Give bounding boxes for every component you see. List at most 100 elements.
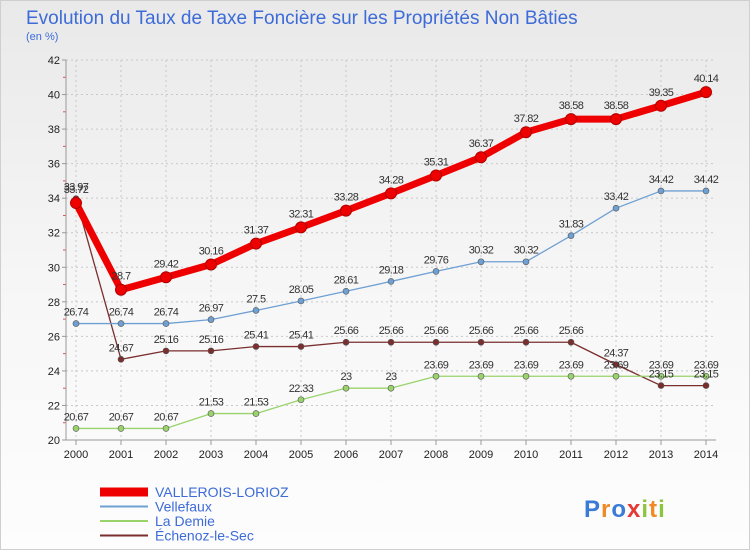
data-point — [432, 268, 440, 275]
data-point — [567, 232, 575, 239]
data-point — [522, 258, 530, 266]
data-label: 25.66 — [514, 325, 539, 337]
data-label: 27.5 — [246, 293, 265, 305]
data-point — [117, 320, 125, 327]
data-point — [657, 382, 665, 389]
data-point — [70, 197, 82, 210]
data-label: 23 — [340, 371, 352, 383]
data-label: 30.32 — [514, 245, 539, 257]
data-point — [700, 86, 712, 99]
data-point — [297, 343, 305, 350]
data-label: 30.16 — [199, 246, 224, 258]
data-labels: 26.74 26.74 26.74 26.97 27.5 28.05 28.61 29.18 2… — [64, 73, 720, 423]
x-tick-label: 2013 — [649, 449, 673, 461]
data-label: 28.05 — [289, 284, 314, 296]
grid — [66, 59, 716, 441]
data-point — [297, 297, 305, 305]
legend-label: La Demie — [155, 513, 215, 529]
data-point — [115, 283, 127, 296]
y-tick-label: 24 — [48, 366, 60, 378]
data-point — [342, 338, 350, 346]
logo-letter: t — [649, 496, 658, 523]
x-tick-label: 2004 — [244, 449, 268, 461]
data-label: 21.53 — [199, 397, 224, 409]
data-label: 26.74 — [154, 307, 179, 319]
data-label: 25.41 — [244, 330, 269, 342]
data-label: 20.67 — [64, 411, 89, 423]
legend-label: Échenoz-le-Sec — [155, 528, 254, 544]
data-label: 22.33 — [289, 383, 314, 395]
chart-title: Evolution du Taux de Taxe Foncière sur l… — [26, 8, 578, 29]
data-point — [387, 278, 395, 285]
data-label: 23.69 — [604, 359, 629, 371]
data-label: 35.31 — [424, 157, 449, 169]
x-tick-label: 2012 — [604, 449, 628, 461]
data-label: 25.66 — [469, 325, 494, 337]
y-tick-label: 42 — [48, 55, 60, 67]
x-tick-label: 2010 — [514, 449, 538, 461]
legend-label: VALLEROIS-LORIOZ — [155, 484, 289, 500]
data-label: 34.42 — [649, 174, 674, 186]
data-point — [162, 347, 170, 355]
data-label: 33.97 — [64, 182, 89, 194]
data-point — [477, 258, 485, 266]
data-label: 25.16 — [199, 334, 224, 346]
data-label: 23.15 — [694, 369, 719, 381]
data-label: 25.16 — [154, 334, 179, 346]
data-point — [475, 151, 487, 164]
data-label: 25.41 — [289, 330, 314, 342]
data-point — [117, 425, 125, 432]
y-tick-label: 38 — [48, 124, 60, 136]
data-point — [252, 410, 260, 417]
chart-subtitle: (en %) — [26, 31, 58, 43]
data-label: 23.15 — [649, 369, 674, 381]
data-label: 31.83 — [559, 219, 584, 231]
data-point — [342, 287, 350, 295]
data-point — [72, 320, 80, 327]
data-label: 25.66 — [334, 325, 359, 337]
logo-letter: o — [611, 496, 627, 523]
data-label: 28.7 — [111, 271, 130, 283]
data-point — [612, 361, 620, 368]
data-label: 24.67 — [109, 342, 134, 354]
data-label: 23.69 — [514, 359, 539, 371]
data-point — [612, 204, 620, 212]
data-label: 40.14 — [694, 73, 719, 85]
data-point — [432, 338, 440, 346]
data-label: 20.67 — [154, 411, 179, 423]
data-label: 29.76 — [424, 254, 449, 266]
data-point — [522, 372, 530, 380]
y-tick-label: 32 — [48, 228, 60, 240]
logo-letter: x — [627, 496, 641, 523]
data-label: 24.37 — [604, 348, 629, 360]
data-point — [430, 169, 442, 182]
data-point — [432, 372, 440, 380]
data-label: 34.28 — [379, 174, 404, 186]
data-point — [160, 271, 172, 284]
data-label: 23.69 — [424, 359, 449, 371]
data-point — [702, 372, 710, 380]
data-point — [162, 425, 170, 432]
logo-letter: i — [641, 496, 649, 523]
data-label: 26.97 — [199, 303, 224, 315]
y-tick-label: 20 — [48, 435, 60, 447]
logo-letter: i — [658, 496, 666, 523]
data-label: 37.82 — [514, 113, 539, 125]
data-label: 29.18 — [379, 264, 404, 276]
data-point — [342, 384, 350, 392]
data-label: 21.53 — [244, 397, 269, 409]
data-point — [117, 356, 125, 363]
data-label: 32.31 — [289, 208, 314, 220]
y-tick-label: 30 — [48, 262, 60, 274]
data-point — [702, 187, 710, 195]
data-point — [657, 187, 665, 195]
data-point — [702, 382, 710, 389]
x-tick-label: 2007 — [379, 449, 403, 461]
data-label: 20.67 — [109, 411, 134, 423]
data-point — [250, 237, 262, 250]
data-point — [520, 126, 532, 139]
data-label: 28.61 — [334, 274, 359, 286]
data-point — [72, 425, 80, 432]
data-point — [385, 187, 397, 200]
data-point — [205, 258, 217, 271]
